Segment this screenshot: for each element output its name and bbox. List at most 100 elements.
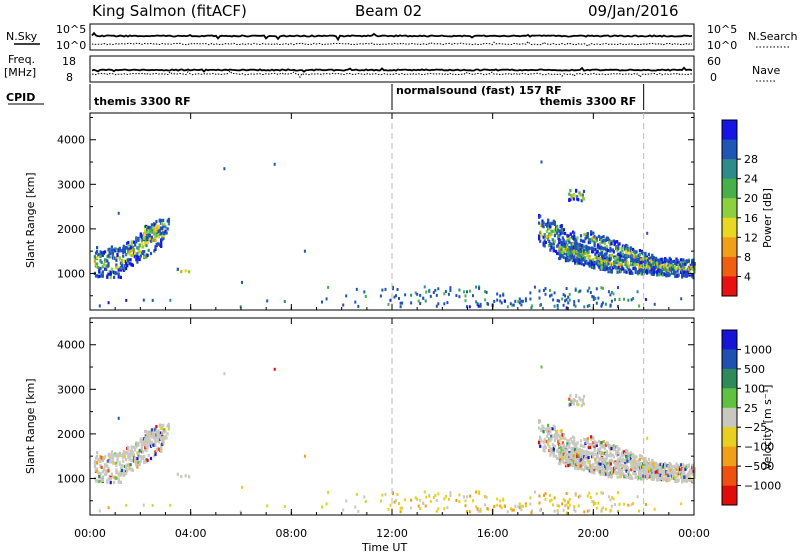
echo-cell	[628, 271, 632, 275]
echo-cell	[578, 191, 581, 195]
echo-cell	[419, 293, 422, 297]
echo-cell	[119, 275, 122, 279]
echo-cell	[652, 255, 655, 260]
echo-cell	[601, 301, 604, 305]
echo-cell	[109, 276, 112, 280]
echo-cell	[617, 510, 619, 514]
echo-cell	[146, 236, 149, 240]
echo-cell	[596, 465, 599, 469]
echo-cell	[600, 508, 603, 512]
echo-cell	[630, 455, 633, 459]
echo-cell	[630, 254, 633, 258]
echo-cell	[135, 445, 138, 449]
echo-cell	[557, 439, 560, 444]
echo-cell	[553, 220, 556, 224]
echo-cell	[119, 466, 122, 470]
echo-cell	[632, 467, 635, 472]
echo-cell	[562, 303, 565, 307]
echo-cell	[681, 473, 684, 477]
echo-cell	[650, 464, 653, 468]
echo-cell	[632, 260, 635, 265]
echo-cell	[592, 295, 595, 299]
echo-cell	[644, 251, 647, 255]
echo-cell	[116, 470, 119, 474]
echo-cell	[639, 265, 642, 269]
echo-cell	[642, 474, 645, 478]
echo-cell	[485, 290, 488, 294]
x-tick-label: 20:00	[577, 527, 609, 540]
echo-cell	[538, 235, 541, 240]
echo-cell	[139, 232, 142, 236]
echo-cell	[627, 470, 630, 474]
echo-cell	[621, 468, 624, 472]
echo-cell	[556, 436, 559, 440]
echo-cell	[665, 472, 668, 476]
echo-cell	[138, 462, 141, 467]
echo-cell	[137, 248, 140, 252]
echo-cell	[556, 509, 559, 512]
echo-cell	[524, 502, 527, 506]
echo-cell	[642, 260, 645, 264]
echo-cell	[149, 229, 152, 233]
echo-cell	[561, 433, 564, 437]
echo-cell	[673, 269, 676, 273]
echo-cell	[676, 474, 679, 478]
echo-cell	[651, 253, 654, 257]
echo-cell	[147, 440, 150, 445]
echo-cell	[572, 452, 575, 456]
echo-cell	[102, 468, 105, 472]
echo-cell	[652, 261, 655, 265]
echo-cell	[586, 494, 589, 498]
echo-cell	[241, 280, 243, 284]
echo-cell	[604, 268, 607, 272]
echo-cell	[576, 249, 579, 254]
echo-cell	[437, 302, 440, 306]
echo-cell	[639, 267, 642, 271]
echo-cell	[565, 242, 568, 246]
echo-cell	[613, 469, 616, 473]
echo-cell	[164, 225, 167, 229]
echo-cell	[605, 450, 609, 454]
echo-cell	[609, 498, 612, 502]
echo-cell	[151, 238, 154, 242]
echo-cell	[584, 251, 587, 255]
echo-cell	[691, 471, 694, 476]
echo-cell	[600, 453, 603, 457]
echo-cell	[670, 465, 673, 469]
echo-cell	[576, 242, 579, 246]
echo-cell	[576, 256, 579, 260]
echo-cell	[654, 470, 657, 474]
echo-cell	[542, 426, 545, 430]
echo-cell	[118, 256, 121, 260]
echo-cell	[684, 479, 687, 483]
echo-cell	[588, 442, 592, 447]
echo-cell	[389, 298, 392, 302]
echo-cell	[560, 228, 563, 232]
echo-cell	[142, 450, 145, 454]
echo-cell	[109, 272, 112, 276]
echo-cell	[598, 234, 601, 238]
echo-cell	[588, 304, 591, 307]
echo-cell	[635, 259, 638, 263]
echo-cell	[151, 503, 154, 507]
echo-cell	[539, 239, 542, 243]
echo-cell	[607, 236, 610, 240]
echo-cell	[652, 264, 655, 268]
echo-cell	[580, 262, 583, 266]
echo-cell	[575, 464, 578, 468]
echo-cell	[399, 506, 402, 510]
echo-cell	[601, 286, 604, 290]
echo-cell	[98, 274, 101, 278]
echo-cell	[561, 251, 564, 255]
echo-cell	[101, 478, 104, 483]
echo-cell	[573, 194, 576, 198]
echo-cell	[586, 289, 589, 293]
echo-cell	[543, 233, 546, 237]
echo-cell	[303, 249, 306, 253]
echo-cell	[502, 498, 505, 502]
echo-cell	[131, 245, 134, 249]
echo-cell	[167, 423, 170, 427]
echo-cell	[107, 261, 110, 266]
echo-cell	[590, 435, 593, 439]
echo-cell	[155, 234, 158, 238]
